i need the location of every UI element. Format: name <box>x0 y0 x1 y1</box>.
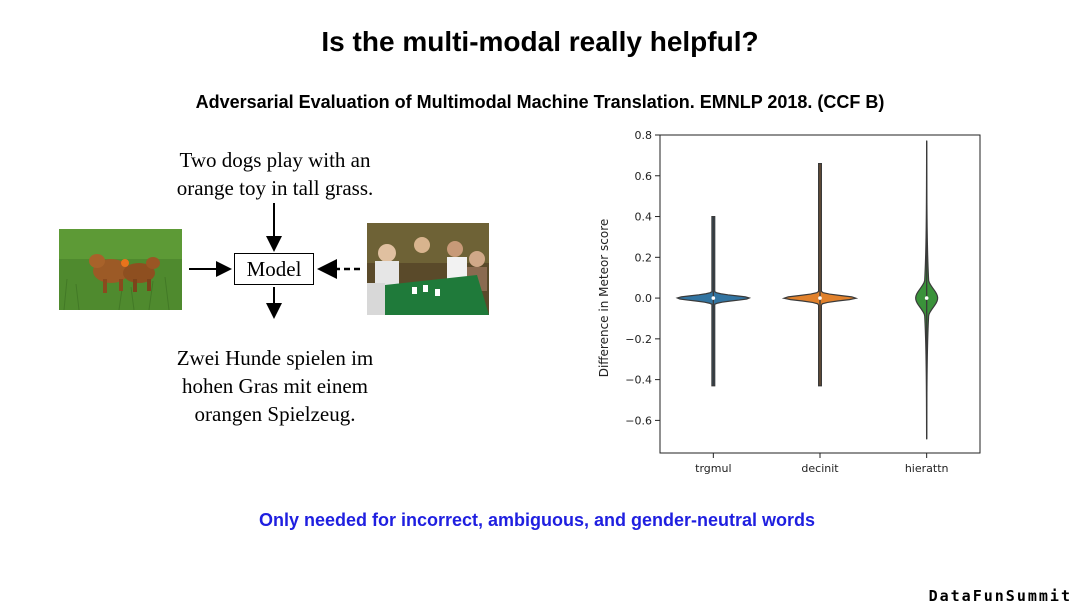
target-line: hohen Gras mit einem <box>181 374 369 398</box>
dogs-photo <box>59 229 182 310</box>
target-line: orangen Spielzeug. <box>194 402 356 426</box>
model-box: Model <box>234 253 314 285</box>
card-game-photo <box>367 223 489 315</box>
source-line: orange toy in tall grass. <box>176 176 374 200</box>
target-line: Zwei Hunde spielen im <box>176 346 374 370</box>
y-tick-label: −0.2 <box>625 333 652 346</box>
y-axis-label: Difference in Meteor score <box>597 219 611 378</box>
source-sentence: Two dogs play with an orange toy in tall… <box>130 146 420 202</box>
translation-diagram <box>189 203 360 319</box>
x-tick-label: trgmul <box>695 462 731 475</box>
bottom-note: Only needed for incorrect, ambiguous, an… <box>258 510 816 530</box>
median-marker <box>818 296 822 300</box>
slide-title: Is the multi-modal really helpful? <box>321 26 759 57</box>
target-sentence: Zwei Hunde spielen im hohen Gras mit ein… <box>130 344 420 428</box>
y-axis-label-text: Difference in Meteor score <box>597 219 611 378</box>
source-line: Two dogs play with an <box>179 148 371 172</box>
y-tick-label: 0.6 <box>635 170 653 183</box>
brand-logo-text: DataFunSummit <box>928 587 1072 605</box>
y-tick-label: 0.2 <box>635 251 653 264</box>
y-tick-label: −0.4 <box>625 374 652 387</box>
y-tick-label: 0.8 <box>635 129 653 142</box>
x-tick-label: decinit <box>801 462 839 475</box>
x-tick-label: hierattn <box>905 462 949 475</box>
violin-chart: Difference in Meteor score −0.6 −0.4 −0.2 0… <box>597 129 981 475</box>
y-tick-label: 0.0 <box>635 292 653 305</box>
y-tick-label: −0.6 <box>625 414 652 427</box>
y-tick-label: 0.4 <box>635 211 653 224</box>
median-marker <box>924 296 929 300</box>
median-marker <box>711 296 716 300</box>
paper-citation: Adversarial Evaluation of Multimodal Mac… <box>195 92 885 112</box>
